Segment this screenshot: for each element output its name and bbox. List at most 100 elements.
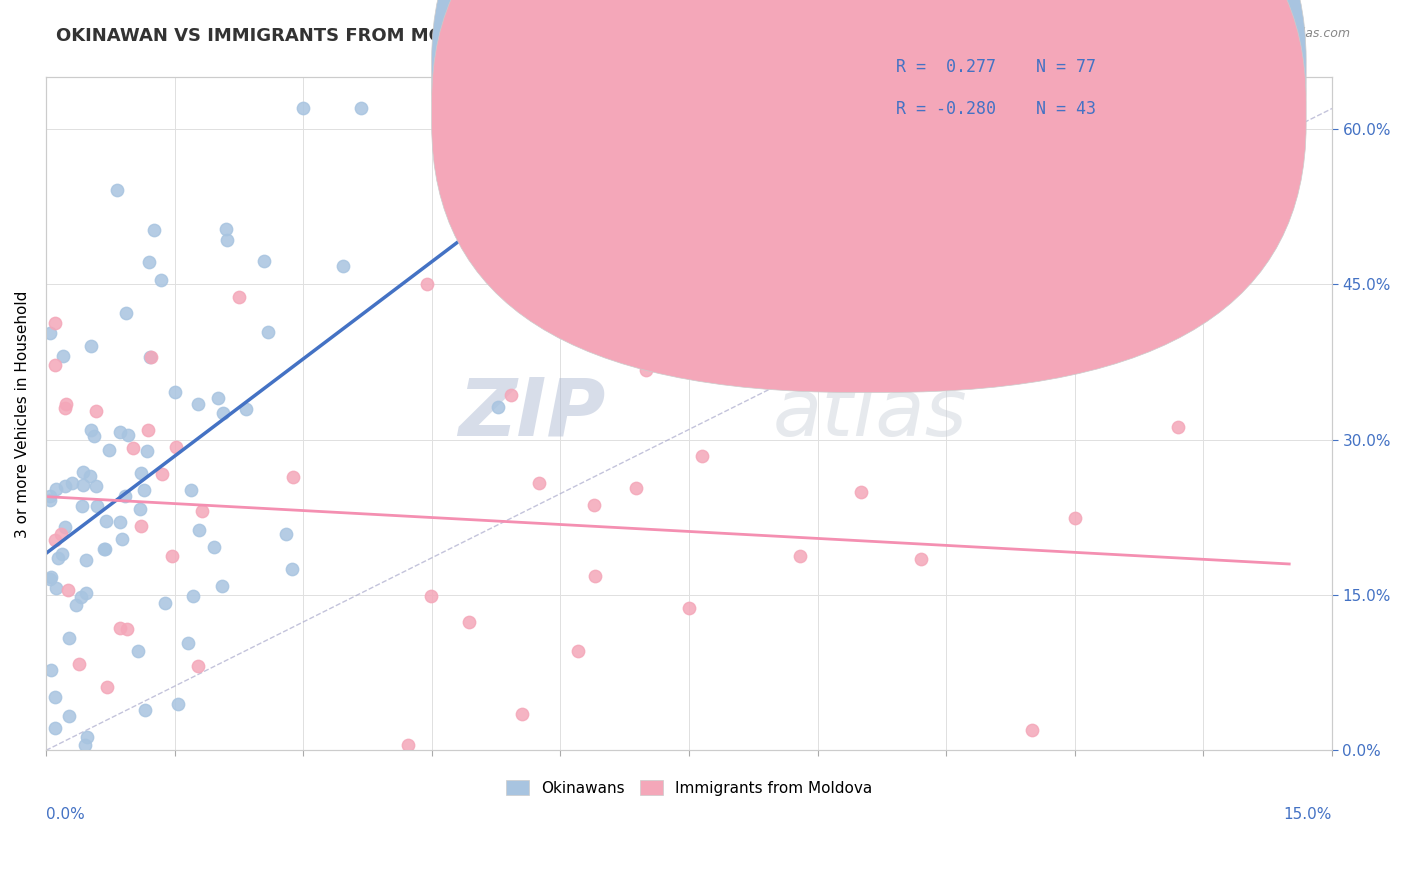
Point (73, 738, 96, 752)
Point (79, 468, 101, 483)
Point (163, 384, 186, 399)
Point (70, 499, 93, 513)
Point (207, 392, 229, 406)
Point (153, 596, 176, 610)
Point (127, 643, 149, 657)
Point (583, 569, 606, 583)
Point (678, 601, 700, 615)
Point (690, 449, 713, 463)
Point (139, 350, 162, 364)
Point (1021, 723, 1043, 738)
Point (115, 622, 138, 636)
Point (58, 709, 80, 723)
Text: atlas: atlas (773, 375, 967, 453)
Point (332, 260, 354, 274)
Point (65, 598, 87, 612)
Point (53, 401, 76, 415)
Point (181, 590, 204, 604)
Point (115, 306, 138, 320)
Point (55, 397, 77, 411)
Point (129, 466, 152, 480)
Point (80, 339, 103, 353)
Point (131, 519, 153, 533)
Point (281, 562, 304, 576)
Point (117, 428, 139, 442)
Point (292, 102, 315, 116)
Text: R = -0.280    N = 43: R = -0.280 N = 43 (896, 100, 1095, 118)
Point (486, 400, 509, 414)
Point (53, 519, 76, 533)
Point (53, 479, 76, 493)
Point (93, 541, 115, 556)
Point (567, 644, 589, 658)
Point (228, 290, 250, 304)
Point (39, 489, 62, 503)
Legend: Okinawans, Immigrants from Moldova: Okinawans, Immigrants from Moldova (498, 772, 880, 804)
Point (419, 589, 441, 603)
Point (84, 404, 107, 418)
Point (150, 273, 173, 287)
Text: ZIP: ZIP (458, 375, 606, 453)
Point (191, 504, 214, 518)
Point (256, 326, 278, 340)
Point (143, 223, 166, 237)
Text: 0.0%: 0.0% (46, 807, 84, 822)
Text: R =  0.277    N = 77: R = 0.277 N = 77 (896, 58, 1095, 76)
Point (49, 526, 72, 541)
Point (39, 570, 62, 584)
Point (44, 316, 66, 330)
Point (160, 549, 183, 563)
Point (108, 621, 131, 635)
Point (76, 553, 98, 567)
Point (39, 663, 62, 677)
Point (52, 349, 75, 363)
Point (150, 467, 173, 481)
Text: OKINAWAN VS IMMIGRANTS FROM MOLDOVA 3 OR MORE VEHICLES IN HOUSEHOLD CORRELATION : OKINAWAN VS IMMIGRANTS FROM MOLDOVA 3 OR… (56, 27, 1118, 45)
Point (281, 469, 304, 483)
Point (636, 362, 658, 376)
Point (83, 428, 105, 442)
Point (39, 326, 62, 341)
Point (177, 636, 200, 650)
Point (84, 479, 107, 493)
Point (1167, 420, 1189, 434)
Point (582, 498, 605, 512)
Point (44, 721, 66, 735)
Point (789, 549, 811, 563)
Point (253, 254, 276, 268)
Point (350, 102, 373, 116)
Point (212, 406, 235, 420)
Point (217, 233, 239, 247)
Point (44, 358, 66, 372)
Point (457, 615, 479, 630)
Point (45, 482, 67, 496)
Point (134, 703, 156, 717)
Point (45, 582, 67, 596)
Point (132, 483, 155, 498)
Point (499, 388, 522, 402)
Point (108, 515, 131, 529)
Point (79, 423, 101, 437)
Point (67, 657, 90, 672)
Point (86, 499, 108, 513)
Point (44, 533, 66, 548)
Point (75, 585, 97, 599)
Point (94, 514, 117, 528)
Point (180, 483, 202, 498)
Point (72, 478, 94, 492)
Point (58, 631, 80, 645)
Point (97, 443, 120, 458)
Point (136, 443, 159, 458)
Point (1063, 510, 1085, 524)
Point (510, 706, 533, 721)
Point (108, 425, 131, 439)
Text: 15.0%: 15.0% (1284, 807, 1331, 822)
Point (70, 590, 93, 604)
Point (122, 441, 145, 455)
Point (44, 690, 66, 704)
Point (396, 738, 419, 752)
Point (166, 698, 188, 712)
Point (51, 547, 73, 561)
Point (72, 465, 94, 479)
Point (128, 502, 150, 516)
